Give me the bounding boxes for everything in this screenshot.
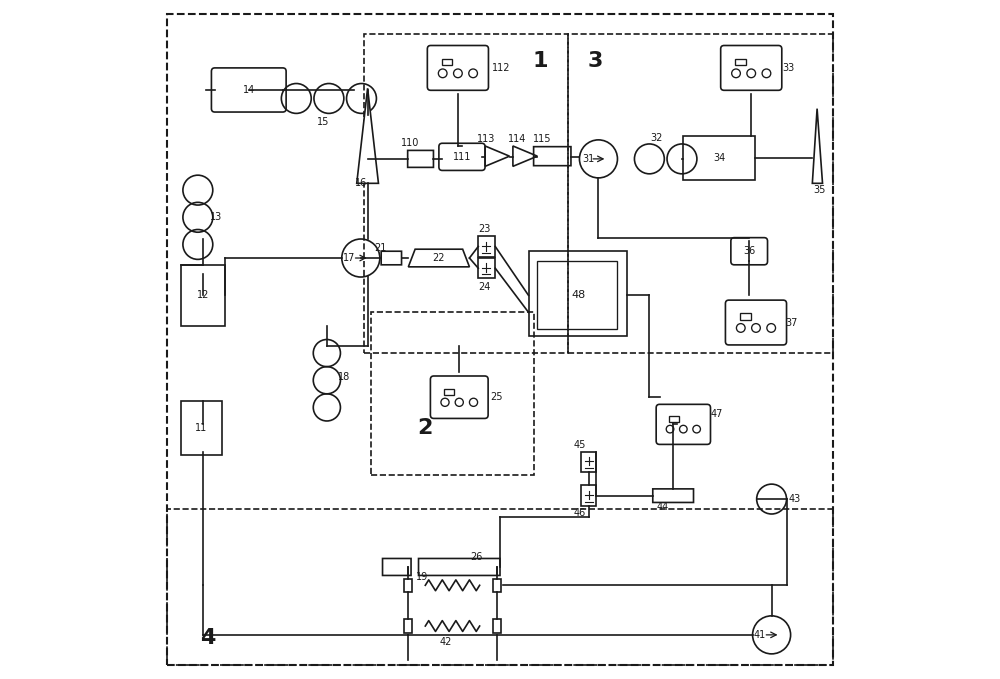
Text: 14: 14: [243, 85, 255, 94]
Bar: [683, 136, 755, 180]
Text: 110: 110: [401, 138, 420, 147]
FancyBboxPatch shape: [211, 68, 286, 112]
Text: 48: 48: [571, 291, 585, 300]
Bar: [442, 58, 452, 65]
Text: 36: 36: [743, 246, 755, 256]
Text: 23: 23: [478, 224, 491, 234]
Text: 33: 33: [782, 63, 795, 73]
Text: 47: 47: [710, 409, 723, 419]
Bar: [568, 34, 833, 353]
Text: 21: 21: [374, 243, 387, 253]
Bar: [478, 236, 495, 257]
Text: 12: 12: [197, 291, 209, 300]
Bar: [529, 251, 627, 336]
Text: 43: 43: [789, 494, 801, 504]
Text: 34: 34: [713, 153, 725, 162]
Text: 15: 15: [317, 117, 330, 127]
Text: 112: 112: [492, 63, 510, 73]
Text: 26: 26: [470, 552, 482, 562]
FancyBboxPatch shape: [725, 300, 787, 345]
Text: 41: 41: [754, 630, 766, 640]
Text: 22: 22: [433, 253, 445, 263]
Bar: [740, 313, 751, 320]
Text: 17: 17: [343, 253, 355, 263]
FancyBboxPatch shape: [656, 405, 710, 445]
Text: 2: 2: [418, 418, 433, 438]
FancyBboxPatch shape: [721, 45, 782, 90]
Text: 32: 32: [650, 133, 662, 143]
FancyBboxPatch shape: [430, 376, 488, 418]
Text: 42: 42: [439, 637, 452, 646]
Bar: [537, 261, 617, 329]
Bar: [735, 58, 746, 65]
Text: 24: 24: [478, 282, 491, 291]
Bar: [581, 452, 596, 472]
Text: 113: 113: [477, 134, 496, 143]
Polygon shape: [357, 88, 378, 183]
Text: 19: 19: [416, 572, 428, 582]
FancyBboxPatch shape: [731, 238, 768, 265]
Bar: [371, 312, 534, 475]
Text: 1: 1: [533, 51, 548, 71]
Text: 35: 35: [813, 185, 825, 195]
Bar: [181, 401, 222, 455]
Text: 25: 25: [490, 392, 502, 402]
Bar: [669, 416, 679, 422]
Text: 115: 115: [533, 134, 551, 143]
Text: 37: 37: [785, 318, 798, 327]
Bar: [444, 388, 454, 394]
Text: 111: 111: [453, 152, 471, 162]
FancyBboxPatch shape: [439, 143, 485, 170]
Text: 16: 16: [355, 179, 367, 188]
Text: 13: 13: [210, 213, 222, 222]
Bar: [581, 485, 596, 506]
FancyBboxPatch shape: [427, 45, 488, 90]
Polygon shape: [408, 249, 469, 267]
Text: 45: 45: [574, 440, 586, 449]
Text: 44: 44: [657, 502, 669, 512]
Text: 11: 11: [195, 423, 207, 433]
Text: 46: 46: [574, 509, 586, 518]
Text: 3: 3: [587, 51, 603, 71]
Polygon shape: [812, 109, 823, 183]
Text: 18: 18: [338, 372, 350, 382]
Bar: [404, 579, 412, 592]
Bar: [404, 619, 412, 633]
Text: 31: 31: [582, 154, 594, 164]
Text: 4: 4: [200, 628, 216, 648]
Bar: [493, 619, 501, 633]
Bar: [493, 579, 501, 592]
Bar: [181, 265, 225, 326]
Bar: [167, 509, 833, 665]
Text: 114: 114: [508, 134, 526, 143]
Bar: [478, 258, 495, 278]
Bar: [364, 34, 568, 353]
